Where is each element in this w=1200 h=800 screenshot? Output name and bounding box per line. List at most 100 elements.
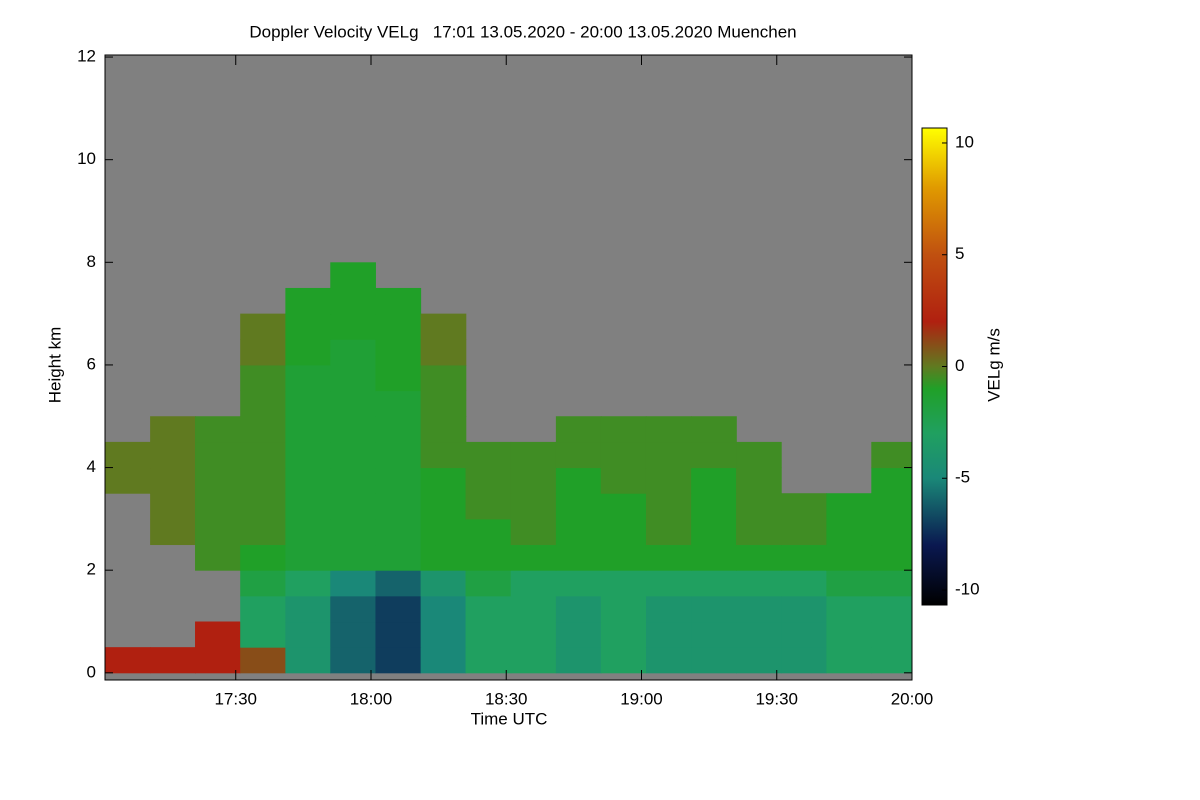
- heatmap-cell: [555, 647, 602, 674]
- heatmap-cell: [285, 287, 332, 315]
- heatmap-cell: [420, 390, 467, 417]
- heatmap-cell: [781, 595, 827, 623]
- heatmap-cell: [510, 493, 557, 520]
- heatmap-cell: [510, 544, 557, 571]
- heatmap-cell: [420, 570, 467, 597]
- heatmap-cell: [555, 621, 602, 648]
- heatmap-cell: [871, 647, 912, 674]
- heatmap-cell: [240, 544, 286, 571]
- heatmap-cell: [330, 441, 376, 469]
- heatmap-cell: [645, 621, 692, 648]
- heatmap-cell: [375, 441, 422, 469]
- heatmap-cell: [600, 647, 647, 674]
- heatmap-cell: [420, 416, 467, 443]
- heatmap-cell: [600, 570, 647, 597]
- heatmap-cell: [600, 518, 647, 546]
- heatmap-cell: [285, 313, 332, 340]
- x-axis-label: Time UTC: [471, 709, 548, 728]
- heatmap-cell: [555, 441, 602, 469]
- heatmap-cell: [465, 595, 512, 623]
- y-tick-label: 2: [87, 560, 96, 579]
- y-tick-label: 8: [87, 252, 96, 271]
- heatmap-cell: [555, 544, 602, 571]
- heatmap-cell: [195, 441, 241, 469]
- heatmap-cell: [195, 467, 241, 494]
- heatmap-cell: [691, 544, 737, 571]
- heatmap-cell: [330, 262, 376, 289]
- heatmap-cell: [285, 390, 332, 417]
- colorbar-tick-label: 0: [955, 356, 964, 375]
- heatmap-cell: [781, 570, 827, 597]
- plot-frame: [104, 54, 913, 681]
- heatmap-cell: [240, 621, 286, 648]
- heatmap-cell: [871, 493, 912, 520]
- heatmap-cell: [150, 647, 196, 674]
- heatmap-cell: [285, 467, 332, 494]
- heatmap-cell: [240, 441, 286, 469]
- heatmap-cell: [555, 595, 602, 623]
- heatmap-cell: [375, 647, 422, 674]
- x-tick-label: 19:00: [620, 689, 663, 708]
- heatmap-cell: [465, 647, 512, 674]
- heatmap-cell: [375, 313, 422, 340]
- heatmap-cell: [285, 647, 332, 674]
- heatmap-cell: [195, 621, 241, 648]
- heatmap-cell: [691, 467, 737, 494]
- heatmap-cell: [645, 544, 692, 571]
- heatmap-cell: [510, 621, 557, 648]
- heatmap-cell: [195, 416, 241, 443]
- heatmap-cell: [691, 441, 737, 469]
- heatmap-cell: [645, 467, 692, 494]
- heatmap-cell: [150, 467, 196, 494]
- y-tick-label: 0: [87, 662, 96, 681]
- heatmap-cell: [871, 467, 912, 494]
- heatmap-cell: [285, 493, 332, 520]
- heatmap-cell: [375, 493, 422, 520]
- heatmap-cell: [465, 544, 512, 571]
- heatmap-cell: [240, 313, 286, 340]
- heatmap-cell: [240, 647, 286, 674]
- heatmap-cell: [375, 518, 422, 546]
- colorbar-tick-label: -5: [955, 468, 970, 487]
- heatmap-cell: [555, 518, 602, 546]
- heatmap-cell: [240, 493, 286, 520]
- heatmap-cell: [691, 416, 737, 443]
- heatmap-cell: [420, 647, 467, 674]
- heatmap-cell: [826, 493, 873, 520]
- heatmap-cell: [736, 467, 782, 494]
- y-tick-label: 6: [87, 354, 96, 373]
- heatmap-cell: [105, 441, 151, 469]
- heatmap-cell: [285, 595, 332, 623]
- heatmap-cell: [645, 518, 692, 546]
- heatmap-cell: [285, 518, 332, 546]
- heatmap-cell: [871, 621, 912, 648]
- x-tick-label: 18:00: [350, 689, 393, 708]
- heatmap-cell: [240, 595, 286, 623]
- heatmap-cell: [781, 621, 827, 648]
- heatmap-cell: [645, 441, 692, 469]
- heatmap-cell: [285, 621, 332, 648]
- heatmap-cell: [330, 390, 376, 417]
- heatmap-cell: [240, 364, 286, 392]
- heatmap-cell: [420, 518, 467, 546]
- heatmap-cell: [555, 570, 602, 597]
- heatmap-cell: [600, 416, 647, 443]
- heatmap-cell: [645, 493, 692, 520]
- heatmap-cell: [645, 570, 692, 597]
- heatmap-cell: [465, 493, 512, 520]
- heatmap-cell: [375, 287, 422, 315]
- heatmap-cell: [600, 467, 647, 494]
- heatmap-cell: [555, 467, 602, 494]
- heatmap-cell: [150, 493, 196, 520]
- x-tick-label: 19:30: [755, 689, 798, 708]
- y-tick-label: 10: [77, 149, 96, 168]
- heatmap-cell: [240, 390, 286, 417]
- colorbar-tick-label: 10: [955, 132, 974, 151]
- heatmap-cell: [736, 518, 782, 546]
- heatmap-cell: [871, 570, 912, 597]
- heatmap-cell: [600, 595, 647, 623]
- heatmap-cell: [330, 544, 376, 571]
- heatmap-cell: [330, 416, 376, 443]
- heatmap-cell: [826, 570, 873, 597]
